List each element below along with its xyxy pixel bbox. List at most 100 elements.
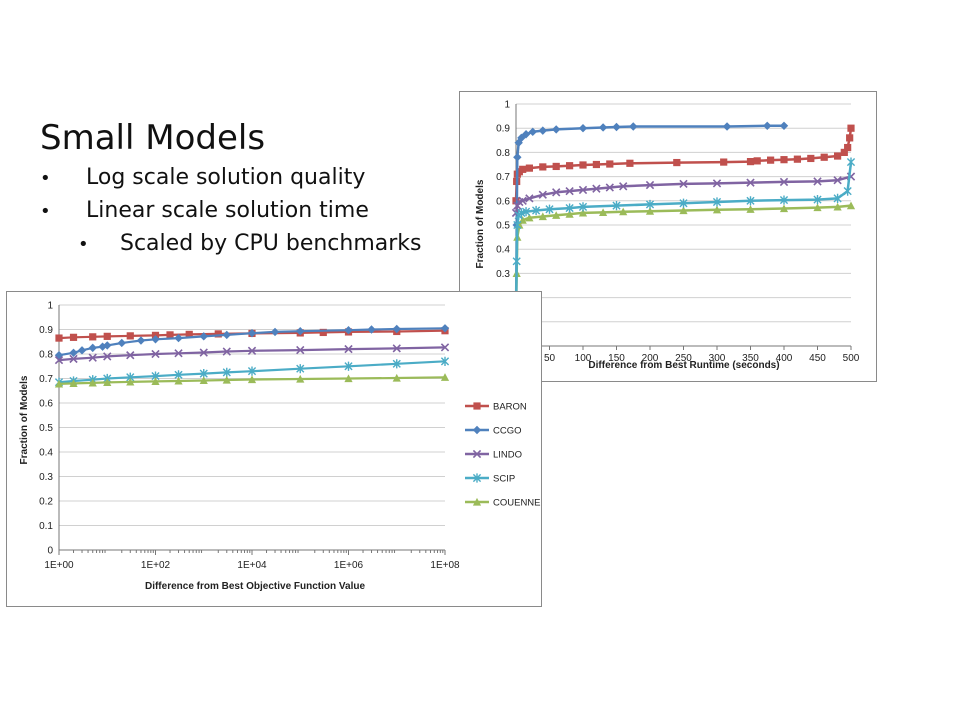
- legend-marker-ccgo: [472, 425, 482, 435]
- x-tick-label: 300: [709, 353, 726, 364]
- couenne-series-line: [514, 204, 852, 318]
- y-tick-label: 0.6: [39, 399, 53, 410]
- lindo-data-point: [813, 177, 822, 186]
- lindo-data-point: [440, 343, 450, 352]
- couenne-data-point: [103, 378, 112, 387]
- x-tick-label: 50: [544, 353, 556, 364]
- bullet-marker: •: [78, 234, 89, 255]
- ccgo-data-point: [103, 341, 112, 350]
- couenne-data-point: [599, 208, 608, 217]
- lindo-data-point: [392, 344, 401, 353]
- couenne-data-point: [645, 207, 655, 215]
- baron-data-point: [319, 328, 327, 337]
- x-tick-label: 400: [776, 353, 793, 364]
- baron-data-point: [126, 332, 134, 340]
- baron-data-point: [103, 332, 111, 340]
- lindo-data-point: [833, 176, 842, 185]
- baron-data-point: [780, 156, 788, 164]
- lindo-data-point: [565, 186, 574, 196]
- ccgo-data-point: [779, 121, 789, 130]
- scip-data-point: [843, 186, 852, 196]
- scip-data-point: [247, 366, 257, 376]
- baron-data-point: [840, 148, 848, 156]
- y-tick-label: 0: [47, 546, 53, 557]
- runtime-y-axis-label: Fraction of Models: [475, 179, 486, 268]
- couenne-data-point: [578, 208, 588, 217]
- scip-data-point: [513, 220, 522, 230]
- scip-data-point: [813, 194, 822, 205]
- runtime-chart-frame: 00.10.20.30.40.50.60.70.80.9105010015020…: [459, 91, 956, 382]
- lindo-data-point: [296, 345, 305, 355]
- legend-marker-lindo: [472, 449, 482, 459]
- legend-marker-baron: [473, 402, 481, 410]
- x-tick-label: 500: [843, 353, 860, 364]
- x-tick-label: 150: [608, 353, 625, 364]
- baron-data-point: [793, 155, 801, 163]
- couenne-data-point: [746, 205, 755, 213]
- lindo-data-point: [525, 194, 534, 203]
- lindo-data-point: [88, 353, 97, 362]
- y-tick-label: 0.1: [39, 521, 53, 532]
- scip-data-point: [512, 256, 521, 266]
- ccgo-data-point: [763, 121, 772, 130]
- couenne-data-point: [69, 379, 78, 387]
- couenne-data-point: [151, 377, 160, 386]
- lindo-data-point: [199, 348, 208, 357]
- lindo-data-point: [552, 188, 561, 197]
- baron-data-point: [552, 162, 560, 171]
- ccgo-data-point: [629, 122, 638, 131]
- scip-data-point: [779, 195, 789, 205]
- lindo-data-point: [605, 183, 614, 192]
- scip-data-point: [521, 207, 531, 217]
- lindo-data-point: [746, 178, 755, 187]
- y-tick-label: 0.3: [39, 472, 53, 483]
- y-tick-label: 1: [47, 301, 53, 312]
- lindo-data-point: [538, 190, 547, 199]
- baron-data-point: [566, 162, 574, 170]
- legend-label-couenne: COUENNE: [493, 498, 541, 509]
- scip-data-point: [545, 204, 554, 214]
- baron-data-point: [606, 160, 614, 168]
- x-tick-label: 100: [575, 353, 592, 364]
- baron-data-point: [746, 157, 755, 166]
- scip-data-point: [517, 208, 526, 218]
- x-tick-label: 1E+08: [430, 560, 460, 571]
- ccgo-data-point: [69, 348, 78, 357]
- x-tick-label: 450: [809, 353, 826, 364]
- baron-data-point: [767, 156, 775, 164]
- scip-data-point: [532, 205, 541, 216]
- scip-data-point: [296, 364, 305, 374]
- couenne-data-point: [392, 373, 401, 382]
- scip-data-point: [679, 198, 688, 208]
- ccgo-data-point: [270, 327, 280, 337]
- couenne-data-point: [344, 374, 353, 383]
- ccgo-data-point: [598, 123, 608, 132]
- ccgo-data-point: [247, 328, 257, 338]
- legend-label-scip: SCIP: [493, 474, 515, 485]
- ccgo-data-point: [392, 324, 401, 334]
- bullet-marker: •: [40, 168, 51, 189]
- lindo-data-point: [151, 349, 160, 359]
- baron-data-point: [720, 158, 728, 166]
- legend-marker-scip: [472, 473, 482, 483]
- scip-data-point: [392, 359, 401, 369]
- ccgo-data-point: [538, 126, 547, 135]
- lindo-data-point: [592, 184, 601, 193]
- runtime-x-axis-label: Difference from Best Runtime (seconds): [588, 360, 779, 371]
- scip-data-point: [746, 196, 755, 206]
- y-tick-label: 0.4: [39, 448, 53, 459]
- y-tick-label: 0.9: [496, 124, 510, 135]
- x-tick-label: 1E+06: [334, 560, 364, 571]
- ccgo-data-point: [136, 336, 146, 345]
- legend-label-ccgo: CCGO: [493, 426, 522, 437]
- y-tick-label: 0.6: [496, 196, 510, 207]
- baron-data-point: [807, 154, 815, 163]
- lindo-series-line: [58, 346, 446, 362]
- scip-data-point: [565, 203, 574, 213]
- y-tick-label: 0.9: [39, 325, 53, 336]
- ccgo-data-point: [722, 122, 732, 131]
- couenne-data-point: [538, 212, 547, 221]
- lindo-data-point: [712, 179, 722, 188]
- couenne-data-point: [846, 201, 856, 210]
- scip-data-point: [578, 202, 588, 212]
